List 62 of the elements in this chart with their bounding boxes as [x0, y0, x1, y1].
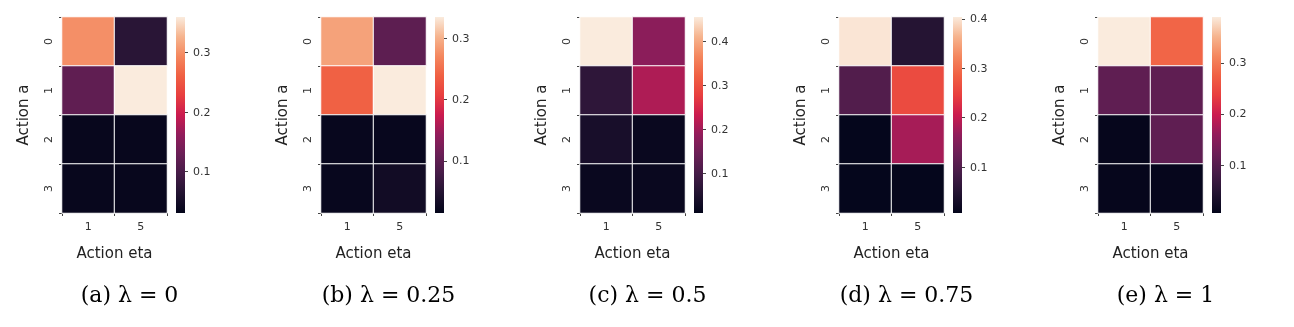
y-tick-label: 0: [1078, 38, 1091, 45]
color-bar-label: 0.2: [711, 122, 729, 136]
y-tick-label: 0: [301, 38, 314, 45]
color-bar-label: 0.1: [711, 166, 729, 180]
x-tick-label: 5: [655, 220, 663, 233]
color-bar-label: 0.2: [193, 105, 211, 119]
x-tick-label: 1: [84, 220, 92, 233]
x-tick-label: 5: [914, 220, 922, 233]
color-bar-label: 0.1: [1229, 158, 1247, 172]
color-bar-label: 0.4: [711, 34, 729, 48]
y-tick-label: 1: [1078, 87, 1091, 94]
text: (d) λ = 0.75: [839, 281, 974, 307]
y-tick-label: 1: [42, 87, 55, 94]
y-tick-label: 2: [819, 136, 832, 143]
y-tick-label: 2: [560, 136, 573, 143]
color-bar-label: 0.2: [452, 93, 470, 107]
y-tick-label: 3: [560, 185, 573, 192]
color-bar-label: 0.3: [1229, 56, 1247, 70]
x-tick-label: 5: [396, 220, 404, 233]
color-bar-label: 0.1: [970, 160, 988, 174]
x-axis-title: Action eta: [853, 243, 930, 262]
x-axis-title: Action eta: [76, 243, 153, 262]
color-bar-label: 0.3: [711, 78, 729, 92]
x-tick-label: 5: [137, 220, 145, 233]
y-tick-label: 2: [1078, 136, 1091, 143]
color-bar-label: 0.1: [193, 164, 211, 178]
text: (c) λ = 0.5: [588, 281, 707, 307]
y-tick-label: 2: [42, 136, 55, 143]
y-axis-title: Action a: [1049, 84, 1068, 146]
y-tick-label: 1: [560, 87, 573, 94]
y-tick-label: 0: [819, 38, 832, 45]
color-bar-label: 0.2: [970, 111, 988, 125]
x-tick-label: 1: [1120, 220, 1128, 233]
x-axis-title: Action eta: [335, 243, 412, 262]
y-tick-label: 3: [819, 185, 832, 192]
y-tick-label: 3: [1078, 185, 1091, 192]
color-bar-label: 0.1: [452, 154, 470, 168]
y-tick-label: 0: [42, 38, 55, 45]
color-bar-label: 0.3: [970, 61, 988, 75]
y-tick-label: 3: [301, 185, 314, 192]
x-tick-label: 1: [602, 220, 610, 233]
y-axis-title: Action a: [531, 84, 550, 146]
x-tick-label: 1: [343, 220, 351, 233]
color-bar-label: 0.2: [1229, 107, 1247, 121]
text: (b) λ = 0.25: [321, 281, 456, 307]
y-axis-title: Action a: [790, 84, 809, 146]
color-bar-label: 0.3: [193, 46, 211, 60]
y-tick-label: 1: [819, 87, 832, 94]
y-tick-label: 2: [301, 136, 314, 143]
x-tick-label: 1: [861, 220, 869, 233]
y-axis-title: Action a: [272, 84, 291, 146]
color-bar-label: 0.4: [970, 12, 988, 26]
text: (e) λ = 1: [1116, 281, 1215, 307]
y-axis-title: Action a: [13, 84, 32, 146]
y-tick-label: 0: [560, 38, 573, 45]
color-bar-label: 0.3: [452, 31, 470, 45]
y-tick-label: 1: [301, 87, 314, 94]
y-tick-label: 3: [42, 185, 55, 192]
x-axis-title: Action eta: [1112, 243, 1189, 262]
x-tick-label: 5: [1173, 220, 1181, 233]
x-axis-title: Action eta: [594, 243, 671, 262]
text: (a) λ = 0: [80, 281, 179, 307]
